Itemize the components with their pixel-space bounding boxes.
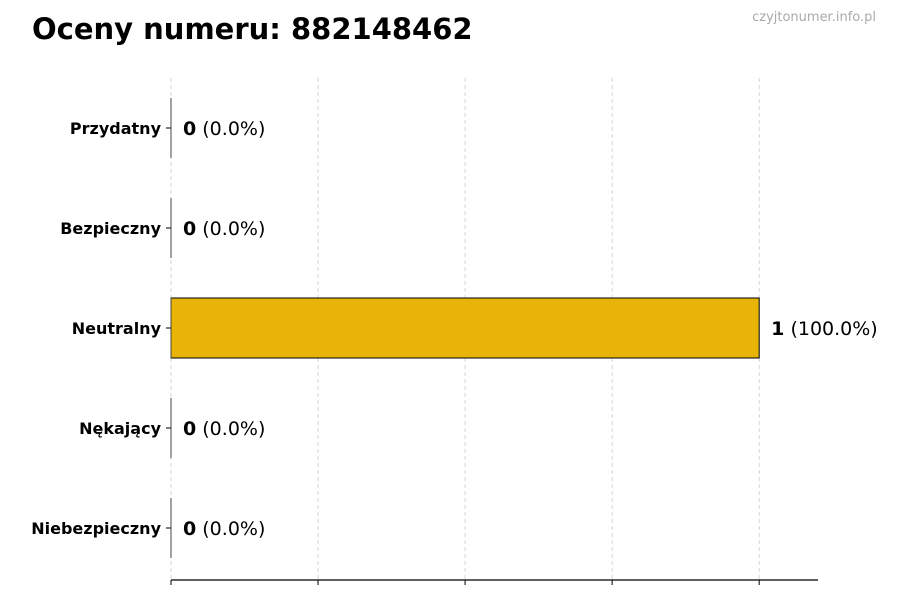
data-label-count: 0 xyxy=(183,418,196,440)
data-label: 1 (100.0%) xyxy=(771,318,878,340)
data-label-count: 0 xyxy=(183,518,196,540)
data-label-percent: (0.0%) xyxy=(196,118,265,140)
data-label-percent: (100.0%) xyxy=(784,318,877,340)
data-label: 0 (0.0%) xyxy=(183,118,265,140)
category-label: Niebezpieczny xyxy=(31,519,161,538)
category-label: Neutralny xyxy=(72,319,162,338)
category-label: Przydatny xyxy=(70,119,162,138)
data-label: 0 (0.0%) xyxy=(183,218,265,240)
data-label-percent: (0.0%) xyxy=(196,518,265,540)
data-label-count: 0 xyxy=(183,218,196,240)
data-label-count: 0 xyxy=(183,118,196,140)
data-label-percent: (0.0%) xyxy=(196,418,265,440)
category-label: Bezpieczny xyxy=(60,219,161,238)
data-label-percent: (0.0%) xyxy=(196,218,265,240)
data-label-count: 1 xyxy=(771,318,784,340)
watermark: czyjtonumer.info.pl xyxy=(752,10,876,25)
data-label: 0 (0.0%) xyxy=(183,418,265,440)
bar xyxy=(170,297,760,359)
chart-title: Oceny numeru: 882148462 xyxy=(32,12,473,46)
data-label: 0 (0.0%) xyxy=(183,518,265,540)
category-label: Nękający xyxy=(79,419,161,438)
